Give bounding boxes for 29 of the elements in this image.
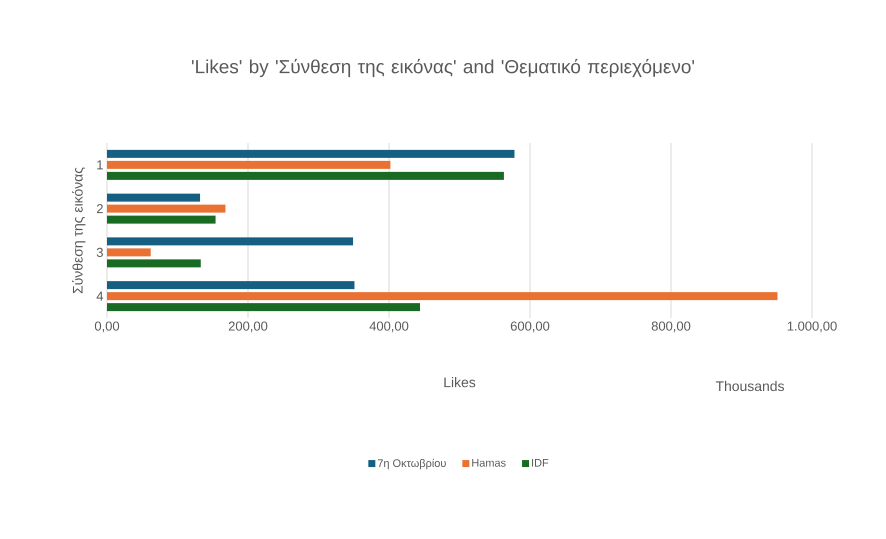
bar [107, 194, 200, 202]
bar [107, 237, 354, 246]
text: Thousands [716, 380, 784, 392]
y-tick-label: 2 [96, 204, 103, 214]
x-tick-label: 400,00 [369, 322, 408, 332]
legend-label: IDF [532, 459, 548, 467]
x-tick-label: 200,00 [228, 322, 268, 332]
bar [107, 160, 390, 169]
bar [107, 216, 216, 224]
bar [107, 303, 420, 312]
legend-label: 7η Οκτωβρίου [378, 458, 446, 470]
bar [107, 150, 514, 158]
chart-title: 'Likes' by 'Σύνθεση της εικόνας' and 'Θεματικό περιεχόμενο' [192, 58, 694, 78]
bar [107, 204, 226, 213]
bar [107, 259, 201, 268]
bar [107, 281, 354, 290]
x-tick-label: 600,00 [510, 322, 550, 332]
bar [107, 172, 504, 180]
y-tick-label: 3 [96, 248, 103, 257]
legend-label: Hamas [472, 459, 506, 467]
y-axis-title: Σύνθεση της εικόνας [72, 167, 86, 294]
x-tick-label: 1.000,00 [788, 322, 837, 332]
x-tick-label: 800,00 [652, 322, 690, 332]
bar [107, 292, 778, 300]
x-axis-title: Likes [444, 377, 476, 388]
bar [107, 248, 151, 256]
x-tick-label: 0,00 [94, 322, 120, 332]
y-tick-label: 4 [96, 292, 104, 301]
y-tick-label: 1 [97, 160, 103, 170]
